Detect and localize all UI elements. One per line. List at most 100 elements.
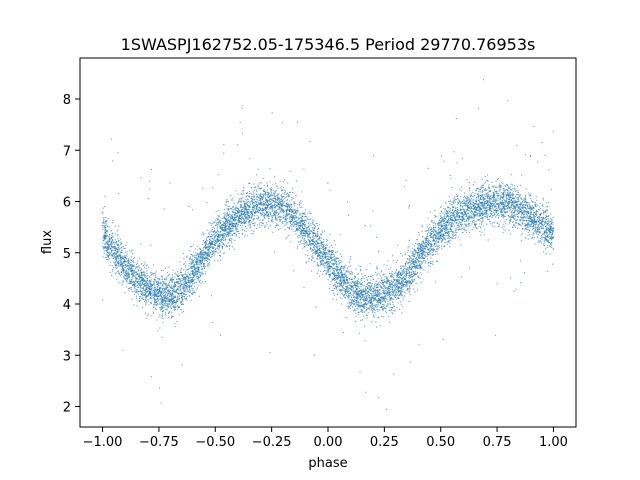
data-point: [303, 238, 305, 240]
data-point: [351, 306, 354, 308]
data-point: [535, 212, 538, 214]
data-point: [214, 242, 216, 244]
data-point: [400, 303, 402, 305]
data-point: [507, 214, 509, 216]
data-point: [480, 234, 482, 236]
data-point: [377, 397, 379, 399]
data-point: [542, 227, 544, 229]
data-point: [102, 242, 104, 244]
data-point: [504, 205, 506, 207]
data-point: [527, 228, 529, 230]
data-point: [185, 297, 187, 299]
data-point: [393, 295, 395, 297]
data-point: [184, 298, 186, 300]
data-point: [359, 287, 361, 289]
data-point: [493, 185, 495, 187]
data-point: [232, 211, 234, 213]
data-point: [200, 275, 202, 278]
data-point: [498, 183, 501, 185]
data-point: [222, 221, 224, 223]
data-point: [457, 226, 459, 228]
data-point: [177, 283, 179, 285]
data-point: [307, 243, 309, 245]
data-point: [450, 224, 452, 226]
data-point: [193, 285, 195, 287]
data-point: [272, 207, 274, 210]
data-point: [342, 289, 344, 291]
data-point: [135, 278, 137, 281]
data-point: [464, 230, 466, 232]
data-point: [531, 237, 533, 239]
data-point: [335, 288, 338, 290]
data-point: [138, 300, 140, 302]
data-point: [430, 233, 433, 235]
data-point: [469, 225, 471, 227]
data-point: [260, 225, 262, 227]
data-point: [211, 229, 213, 231]
data-point: [214, 244, 216, 246]
data-point: [153, 280, 156, 282]
data-point: [390, 279, 392, 281]
data-point: [441, 218, 443, 220]
data-point: [197, 278, 199, 280]
data-point: [282, 200, 284, 202]
data-point: [335, 262, 337, 264]
data-point: [298, 201, 301, 204]
data-point: [511, 200, 513, 202]
data-point: [248, 222, 250, 224]
data-point: [228, 215, 230, 217]
data-point: [130, 256, 132, 258]
data-point: [266, 224, 268, 226]
data-point: [395, 298, 397, 300]
data-point: [401, 288, 403, 290]
data-point: [406, 266, 408, 268]
data-point: [272, 215, 274, 217]
data-point: [241, 193, 243, 196]
data-point: [433, 239, 435, 241]
data-point: [379, 293, 381, 295]
data-point: [326, 253, 328, 255]
data-point: [142, 306, 144, 308]
data-point: [393, 305, 396, 308]
data-point: [311, 270, 313, 272]
data-point: [497, 212, 499, 214]
data-point: [206, 248, 208, 250]
data-point: [471, 193, 473, 195]
data-point: [392, 313, 394, 315]
data-point: [409, 277, 411, 279]
data-point: [193, 273, 195, 275]
data-point: [439, 212, 441, 214]
data-point: [241, 224, 244, 226]
data-point: [305, 220, 307, 222]
data-point: [298, 218, 300, 221]
data-point: [484, 208, 486, 210]
data-point: [224, 214, 226, 216]
data-point: [421, 230, 423, 232]
data-point: [316, 234, 318, 236]
data-point: [479, 201, 481, 203]
data-point: [487, 192, 489, 194]
data-point: [146, 264, 148, 266]
data-point: [328, 275, 331, 277]
data-point: [262, 213, 264, 216]
data-point: [288, 218, 290, 220]
data-point: [414, 267, 416, 269]
data-point: [397, 276, 399, 279]
data-point: [485, 193, 487, 195]
data-point: [520, 217, 522, 219]
data-point: [437, 224, 439, 226]
data-point: [531, 236, 533, 238]
data-point: [230, 208, 232, 210]
data-point: [228, 217, 230, 219]
data-point: [150, 168, 153, 171]
data-point: [102, 256, 104, 258]
data-point: [293, 201, 295, 203]
data-point: [291, 197, 293, 199]
data-point: [371, 287, 373, 289]
data-point: [496, 187, 498, 189]
data-point: [163, 296, 165, 298]
data-point: [520, 260, 522, 262]
data-point: [455, 207, 457, 209]
data-point: [141, 268, 143, 270]
data-point: [335, 268, 337, 270]
